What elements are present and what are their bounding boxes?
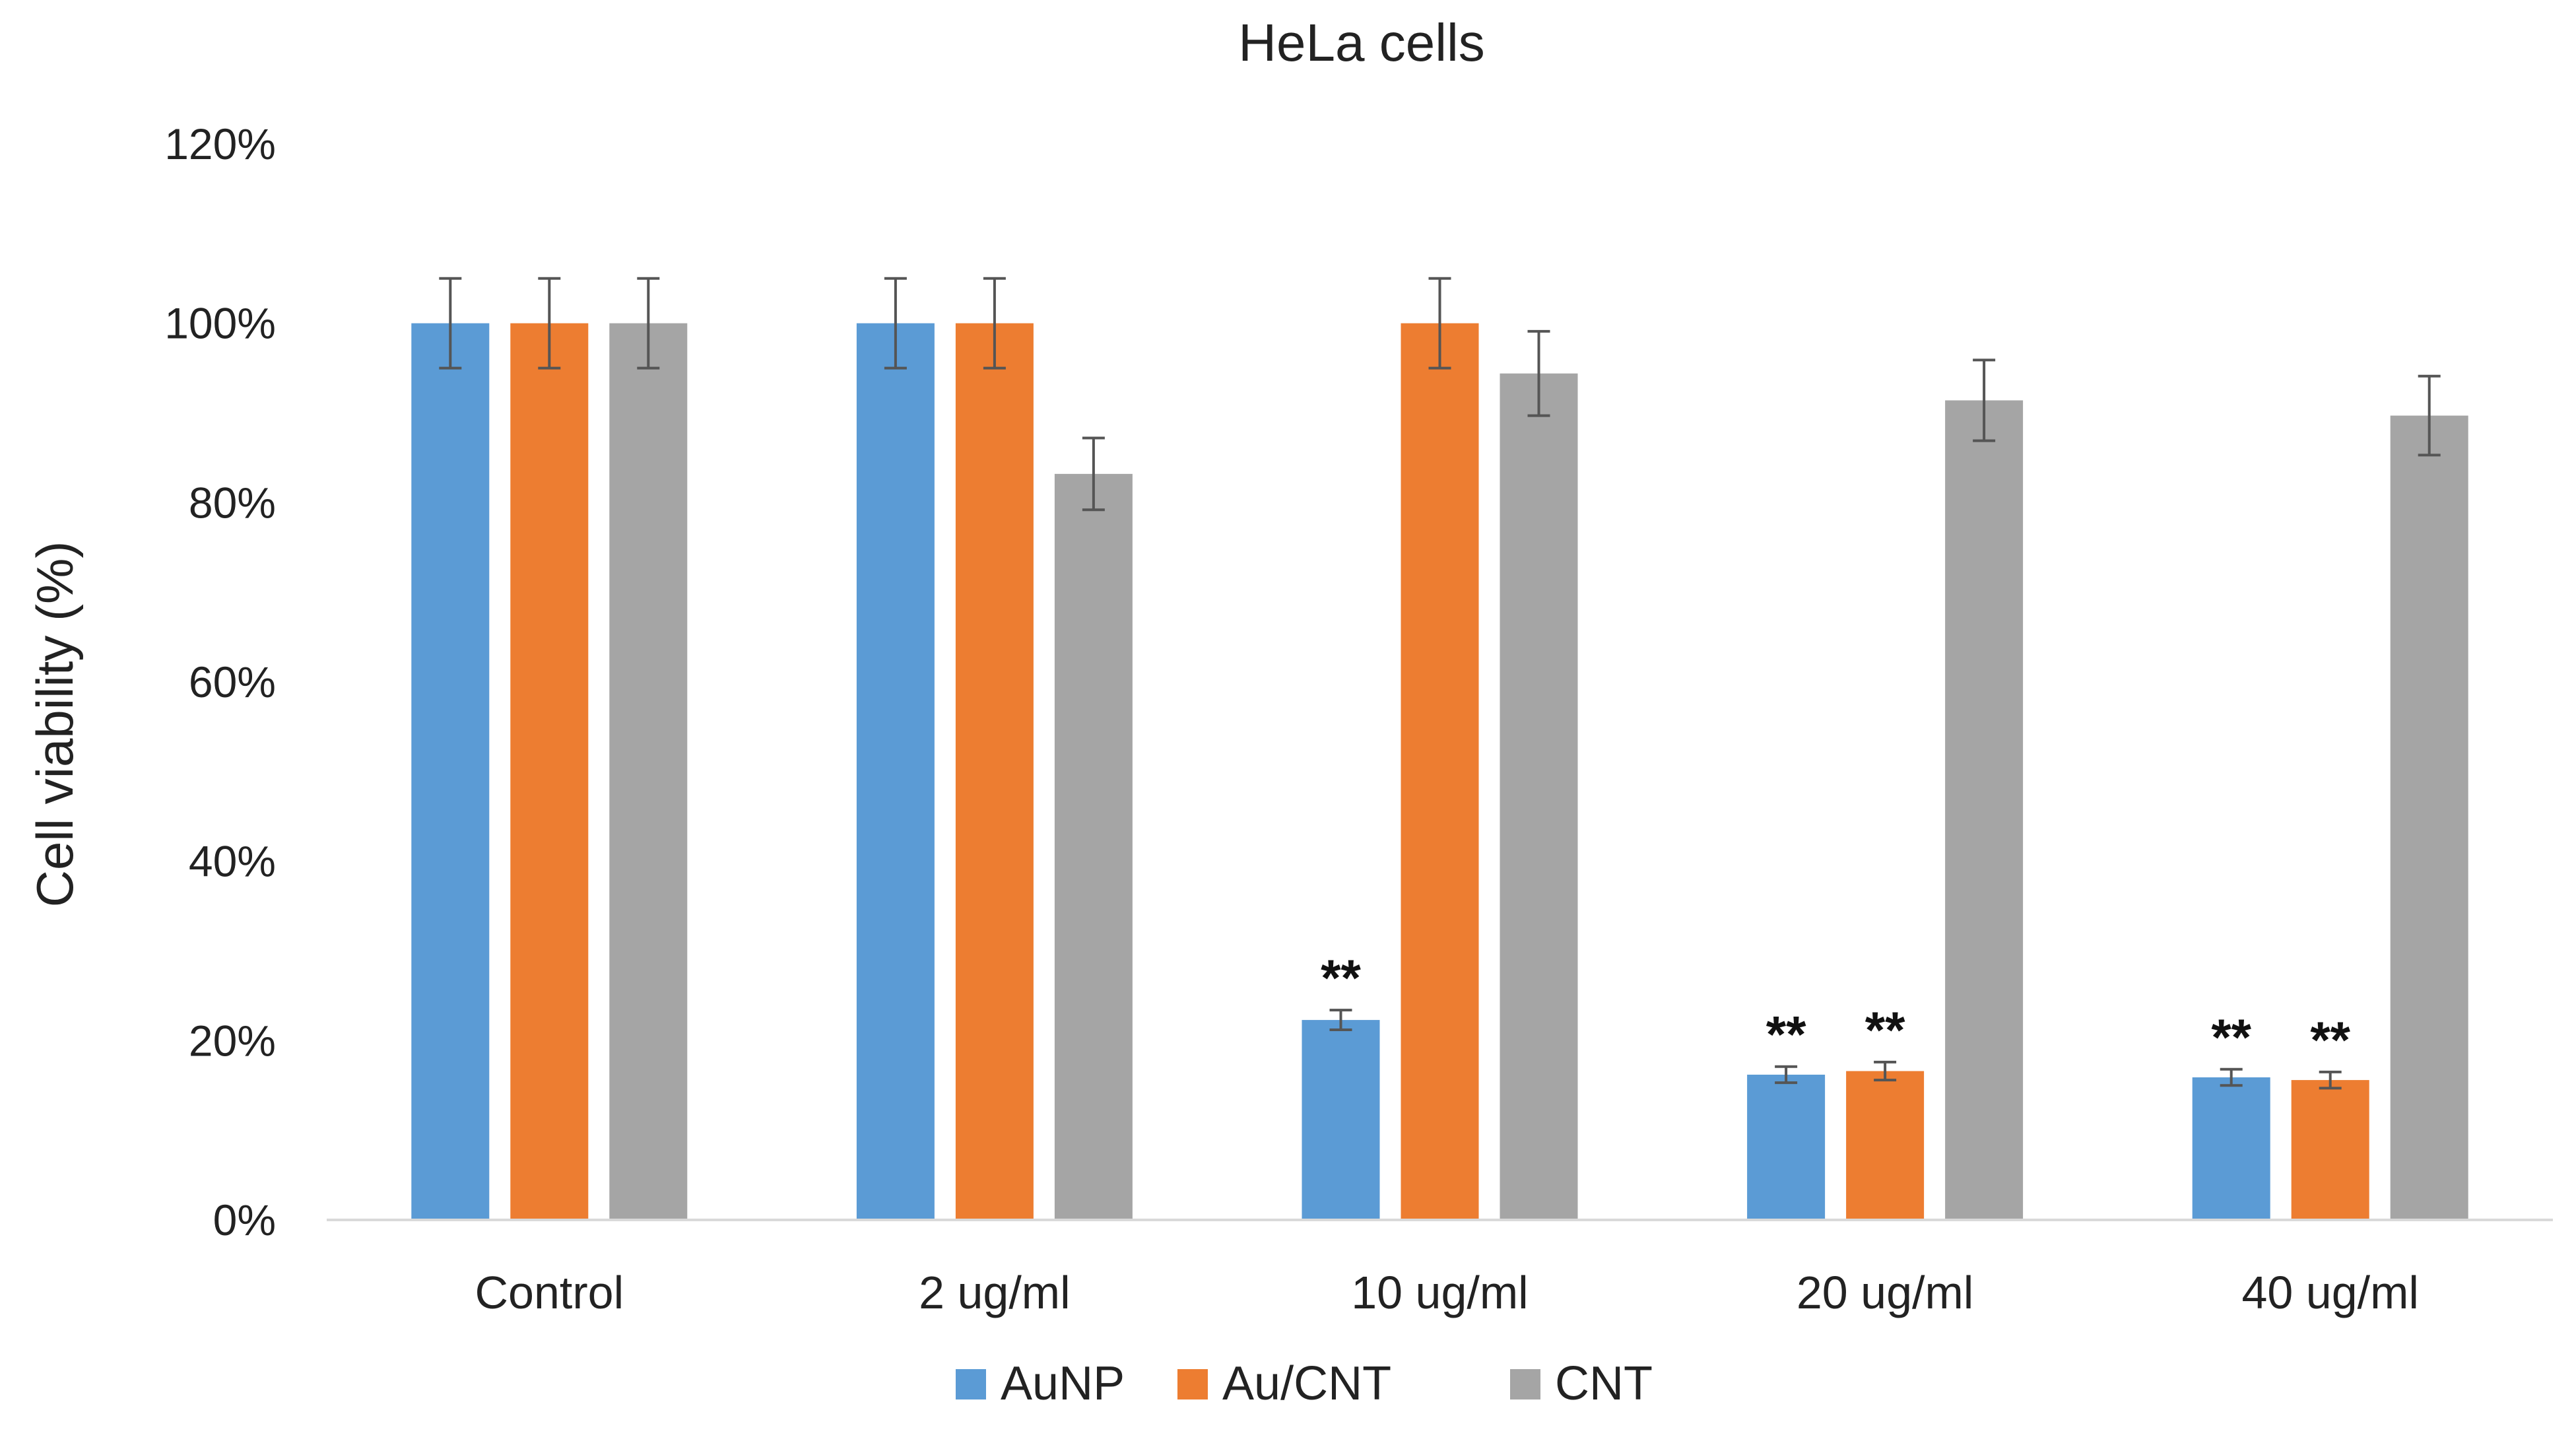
significance-marker: ** bbox=[1865, 1001, 1905, 1059]
x-tick-label: Control bbox=[475, 1267, 624, 1318]
legend-label: AuNP bbox=[1001, 1357, 1125, 1410]
x-tick-label: 10 ug/ml bbox=[1351, 1267, 1528, 1318]
legend-label: Au/CNT bbox=[1222, 1357, 1391, 1410]
significance-marker: ** bbox=[1766, 1005, 1806, 1063]
error-bar bbox=[2418, 374, 2441, 457]
bar-cnt-4 bbox=[2390, 415, 2468, 1221]
bar-au-cnt-1 bbox=[955, 323, 1034, 1221]
bar-au-cnt-3 bbox=[1846, 1071, 1925, 1220]
y-axis-label: Cell viability (%) bbox=[26, 541, 84, 908]
y-tick-label: 20% bbox=[189, 1016, 276, 1065]
x-tick-label: 40 ug/ml bbox=[2241, 1267, 2418, 1318]
y-tick-label: 80% bbox=[189, 478, 276, 527]
bar-au-cnt-4 bbox=[2291, 1080, 2369, 1220]
bar-cnt-1 bbox=[1054, 473, 1133, 1220]
legend-item-au-cnt: Au/CNT bbox=[1177, 1357, 1391, 1410]
error-bar bbox=[1973, 358, 1996, 442]
bar-aunp-0 bbox=[411, 323, 490, 1221]
chart-title: HeLa cells bbox=[1238, 13, 1485, 72]
bar-cnt-0 bbox=[609, 323, 688, 1221]
legend-item-aunp: AuNP bbox=[956, 1357, 1125, 1410]
bar-cnt-3 bbox=[1945, 400, 2024, 1220]
error-bar bbox=[983, 277, 1006, 370]
legend-item-cnt: CNT bbox=[1510, 1357, 1653, 1410]
error-bar bbox=[439, 277, 462, 370]
legend-swatch bbox=[956, 1369, 986, 1399]
x-tick-label: 20 ug/ml bbox=[1797, 1267, 1973, 1318]
error-bar bbox=[1329, 1009, 1352, 1032]
error-bar bbox=[538, 277, 561, 370]
y-tick-label: 120% bbox=[164, 119, 276, 168]
bar-au-cnt-0 bbox=[510, 323, 589, 1221]
y-tick-label: 40% bbox=[189, 837, 276, 886]
error-bar bbox=[2220, 1067, 2243, 1087]
legend-swatch bbox=[1177, 1369, 1208, 1399]
bar-au-cnt-2 bbox=[1401, 323, 1479, 1221]
bar-aunp-1 bbox=[856, 323, 935, 1221]
bar-cnt-2 bbox=[1500, 373, 1578, 1220]
legend-swatch bbox=[1510, 1369, 1540, 1399]
x-axis-categories: Control 2 ug/ml 10 ug/ml 20 ug/ml 40 ug/ml bbox=[475, 1267, 2418, 1318]
error-bar bbox=[1527, 329, 1550, 417]
bar-series: ** ** ** ** ** bbox=[411, 277, 2468, 1221]
significance-marker: ** bbox=[2211, 1008, 2251, 1066]
y-tick-label: 60% bbox=[189, 657, 276, 706]
error-bar bbox=[2319, 1070, 2342, 1090]
error-bar bbox=[1874, 1060, 1897, 1082]
significance-marker: ** bbox=[2310, 1011, 2350, 1069]
bar-aunp-3 bbox=[1747, 1074, 1826, 1220]
y-tick-label: 100% bbox=[164, 299, 276, 348]
legend: AuNP Au/CNT CNT bbox=[956, 1357, 1653, 1410]
error-bar bbox=[1082, 436, 1105, 512]
error-bar bbox=[637, 277, 660, 370]
significance-marker: ** bbox=[1321, 949, 1361, 1007]
x-tick-label: 2 ug/ml bbox=[919, 1267, 1071, 1318]
y-axis-ticks: 0% 20% 40% 60% 80% 100% 120% bbox=[164, 119, 276, 1244]
error-bar bbox=[1428, 277, 1451, 370]
error-bar bbox=[1775, 1065, 1798, 1085]
bar-aunp-2 bbox=[1302, 1020, 1380, 1220]
error-bar bbox=[884, 277, 907, 370]
y-tick-label: 0% bbox=[213, 1196, 276, 1244]
bar-aunp-4 bbox=[2192, 1077, 2270, 1220]
legend-label: CNT bbox=[1555, 1357, 1653, 1410]
